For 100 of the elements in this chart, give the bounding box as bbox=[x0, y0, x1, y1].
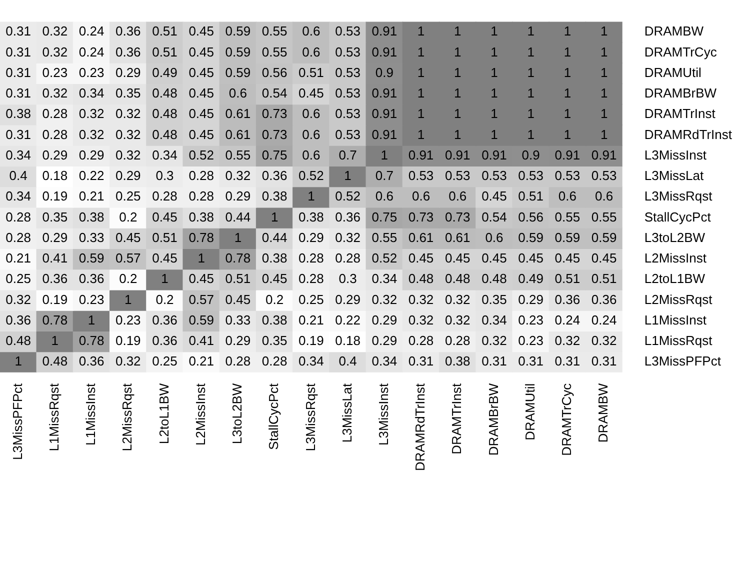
data-label: 0.78 bbox=[42, 312, 68, 328]
data-label: 0.34 bbox=[152, 147, 178, 162]
data-label: 0.53 bbox=[335, 126, 360, 142]
data-label: 0.6 bbox=[302, 106, 320, 122]
data-label: 0.31 bbox=[554, 354, 580, 369]
data-label: 0.29 bbox=[335, 292, 360, 307]
data-label: 0.28 bbox=[335, 250, 360, 266]
data-label: 0.31 bbox=[408, 354, 434, 369]
data-label: 1 bbox=[490, 106, 498, 122]
data-label: 0.23 bbox=[78, 292, 104, 307]
data-label: 0.23 bbox=[42, 64, 68, 80]
y-tick-label: L1MissInst bbox=[644, 312, 707, 328]
data-label: 1 bbox=[527, 126, 534, 142]
x-tick-label: L3MissRqst bbox=[302, 382, 318, 452]
data-label: 0.45 bbox=[444, 250, 470, 266]
data-label: 0.45 bbox=[482, 188, 507, 204]
y-tick-label: DRAMBrBW bbox=[644, 86, 718, 101]
data-label: 0.45 bbox=[115, 230, 141, 245]
data-label: 0.32 bbox=[42, 86, 68, 101]
data-label: 1 bbox=[417, 24, 425, 39]
data-label: 0.32 bbox=[408, 292, 434, 307]
data-label: 1 bbox=[417, 106, 425, 122]
data-label: 0.55 bbox=[591, 209, 617, 224]
data-label: 0.44 bbox=[262, 230, 288, 245]
data-label: 0.6 bbox=[302, 24, 320, 39]
data-label: 1 bbox=[380, 147, 388, 162]
data-label: 0.31 bbox=[518, 354, 544, 369]
data-label: 0.28 bbox=[298, 250, 324, 266]
data-label: 0.38 bbox=[78, 209, 104, 224]
data-label: 1 bbox=[417, 86, 425, 101]
data-label: 0.19 bbox=[42, 188, 68, 204]
data-label: 1 bbox=[198, 250, 205, 266]
data-label: 0.51 bbox=[152, 230, 178, 245]
data-label: 0.6 bbox=[302, 44, 320, 60]
x-tick-label: DRAMTrInst bbox=[449, 382, 464, 454]
data-label: 0.52 bbox=[188, 147, 214, 162]
data-label: 0.91 bbox=[591, 147, 617, 162]
data-label: 0.29 bbox=[225, 188, 251, 204]
data-label: 1 bbox=[161, 271, 168, 286]
y-tick-label: L3MissRqst bbox=[644, 188, 713, 204]
data-label: 0.32 bbox=[78, 106, 104, 122]
data-label: 1 bbox=[527, 64, 534, 80]
data-label: 0.48 bbox=[444, 271, 470, 286]
data-label: 1 bbox=[344, 168, 352, 184]
data-label: 0.49 bbox=[518, 271, 544, 286]
data-label: 0.28 bbox=[6, 209, 31, 224]
data-label: 0.75 bbox=[262, 147, 288, 162]
data-label: 0.31 bbox=[6, 64, 31, 80]
data-label: 0.32 bbox=[372, 292, 398, 307]
data-label: 0.19 bbox=[42, 292, 68, 307]
y-tick-label: L3MissInst bbox=[644, 147, 707, 162]
data-label: 0.59 bbox=[78, 250, 104, 266]
data-label: 1 bbox=[564, 86, 572, 101]
data-label: 0.31 bbox=[591, 354, 617, 369]
data-label: 0.32 bbox=[115, 126, 141, 142]
data-label: 0.33 bbox=[78, 230, 104, 245]
y-tick-label: L3toL2BW bbox=[644, 230, 706, 245]
data-label: 0.38 bbox=[188, 209, 214, 224]
data-label: 0.53 bbox=[335, 106, 360, 122]
data-label: 0.45 bbox=[188, 24, 214, 39]
data-label: 0.23 bbox=[518, 333, 544, 348]
data-label: 0.51 bbox=[518, 188, 544, 204]
data-label: 0.31 bbox=[6, 126, 31, 142]
data-label: 0.36 bbox=[115, 24, 141, 39]
data-label: 0.78 bbox=[188, 230, 214, 245]
data-label: 0.6 bbox=[375, 188, 394, 204]
data-label: 0.28 bbox=[444, 333, 470, 348]
data-label: 0.45 bbox=[188, 126, 214, 142]
data-label: 0.54 bbox=[262, 86, 288, 101]
data-label: 0.32 bbox=[42, 24, 68, 39]
data-label: 1 bbox=[600, 126, 608, 142]
data-label: 0.24 bbox=[554, 312, 580, 328]
data-label: 0.32 bbox=[335, 230, 360, 245]
data-label: 0.48 bbox=[152, 86, 178, 101]
data-label: 0.38 bbox=[262, 312, 288, 328]
data-label: 0.36 bbox=[6, 312, 31, 328]
data-label: 0.45 bbox=[188, 86, 214, 101]
data-label: 0.28 bbox=[408, 333, 434, 348]
data-label: 0.45 bbox=[152, 209, 178, 224]
data-label: 0.38 bbox=[262, 188, 288, 204]
data-label: 0.55 bbox=[262, 44, 288, 60]
data-label: 0.61 bbox=[444, 230, 470, 245]
data-label: 0.91 bbox=[554, 147, 580, 162]
data-label: 0.38 bbox=[298, 209, 324, 224]
data-label: 0.45 bbox=[262, 271, 288, 286]
data-label: 0.53 bbox=[482, 168, 507, 184]
data-label: 0.36 bbox=[152, 333, 178, 348]
data-label: 0.7 bbox=[375, 168, 394, 184]
data-label: 1 bbox=[454, 24, 462, 39]
data-label: 0.56 bbox=[262, 64, 288, 80]
data-label: 0.22 bbox=[335, 312, 360, 328]
x-tick-label: DRAMTrCyc bbox=[559, 382, 574, 456]
data-label: 0.34 bbox=[298, 354, 324, 369]
y-tick-label: L3MissPFPct bbox=[644, 354, 722, 369]
data-label: 0.32 bbox=[591, 333, 617, 348]
data-label: 0.55 bbox=[262, 24, 288, 39]
data-label: 0.21 bbox=[188, 354, 214, 369]
data-label: 0.36 bbox=[591, 292, 617, 307]
data-label: 1 bbox=[600, 24, 608, 39]
data-label: 1 bbox=[564, 44, 572, 60]
